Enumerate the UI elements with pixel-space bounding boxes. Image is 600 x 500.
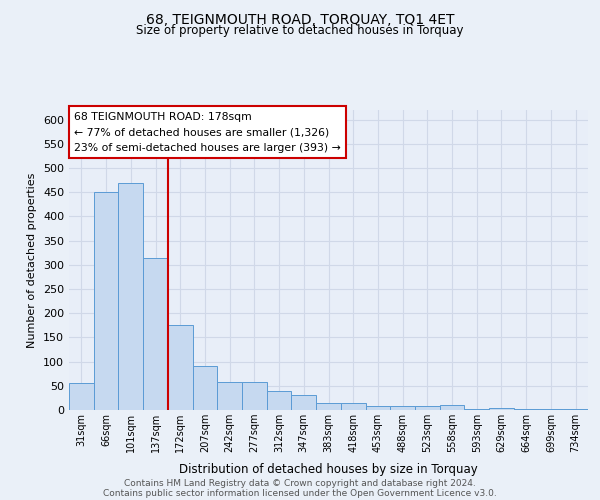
Bar	[489, 408, 514, 410]
Bar	[217, 382, 242, 410]
Bar	[464, 409, 489, 410]
Bar	[168, 326, 193, 410]
Bar	[539, 409, 563, 410]
Bar	[390, 406, 415, 410]
Text: Contains public sector information licensed under the Open Government Licence v3: Contains public sector information licen…	[103, 488, 497, 498]
Text: 68 TEIGNMOUTH ROAD: 178sqm
← 77% of detached houses are smaller (1,326)
23% of s: 68 TEIGNMOUTH ROAD: 178sqm ← 77% of deta…	[74, 112, 341, 152]
Bar	[514, 409, 539, 410]
Bar	[365, 406, 390, 410]
Bar	[440, 405, 464, 410]
Bar	[292, 396, 316, 410]
Bar	[143, 258, 168, 410]
Bar	[118, 182, 143, 410]
Bar	[69, 384, 94, 410]
Bar	[267, 390, 292, 410]
Bar	[563, 408, 588, 410]
Bar	[316, 402, 341, 410]
Text: 68, TEIGNMOUTH ROAD, TORQUAY, TQ1 4ET: 68, TEIGNMOUTH ROAD, TORQUAY, TQ1 4ET	[146, 12, 454, 26]
Bar	[341, 402, 365, 410]
Bar	[242, 382, 267, 410]
Bar	[94, 192, 118, 410]
Bar	[415, 406, 440, 410]
Text: Size of property relative to detached houses in Torquay: Size of property relative to detached ho…	[136, 24, 464, 37]
Bar	[193, 366, 217, 410]
X-axis label: Distribution of detached houses by size in Torquay: Distribution of detached houses by size …	[179, 464, 478, 476]
Y-axis label: Number of detached properties: Number of detached properties	[28, 172, 37, 348]
Text: Contains HM Land Registry data © Crown copyright and database right 2024.: Contains HM Land Registry data © Crown c…	[124, 478, 476, 488]
